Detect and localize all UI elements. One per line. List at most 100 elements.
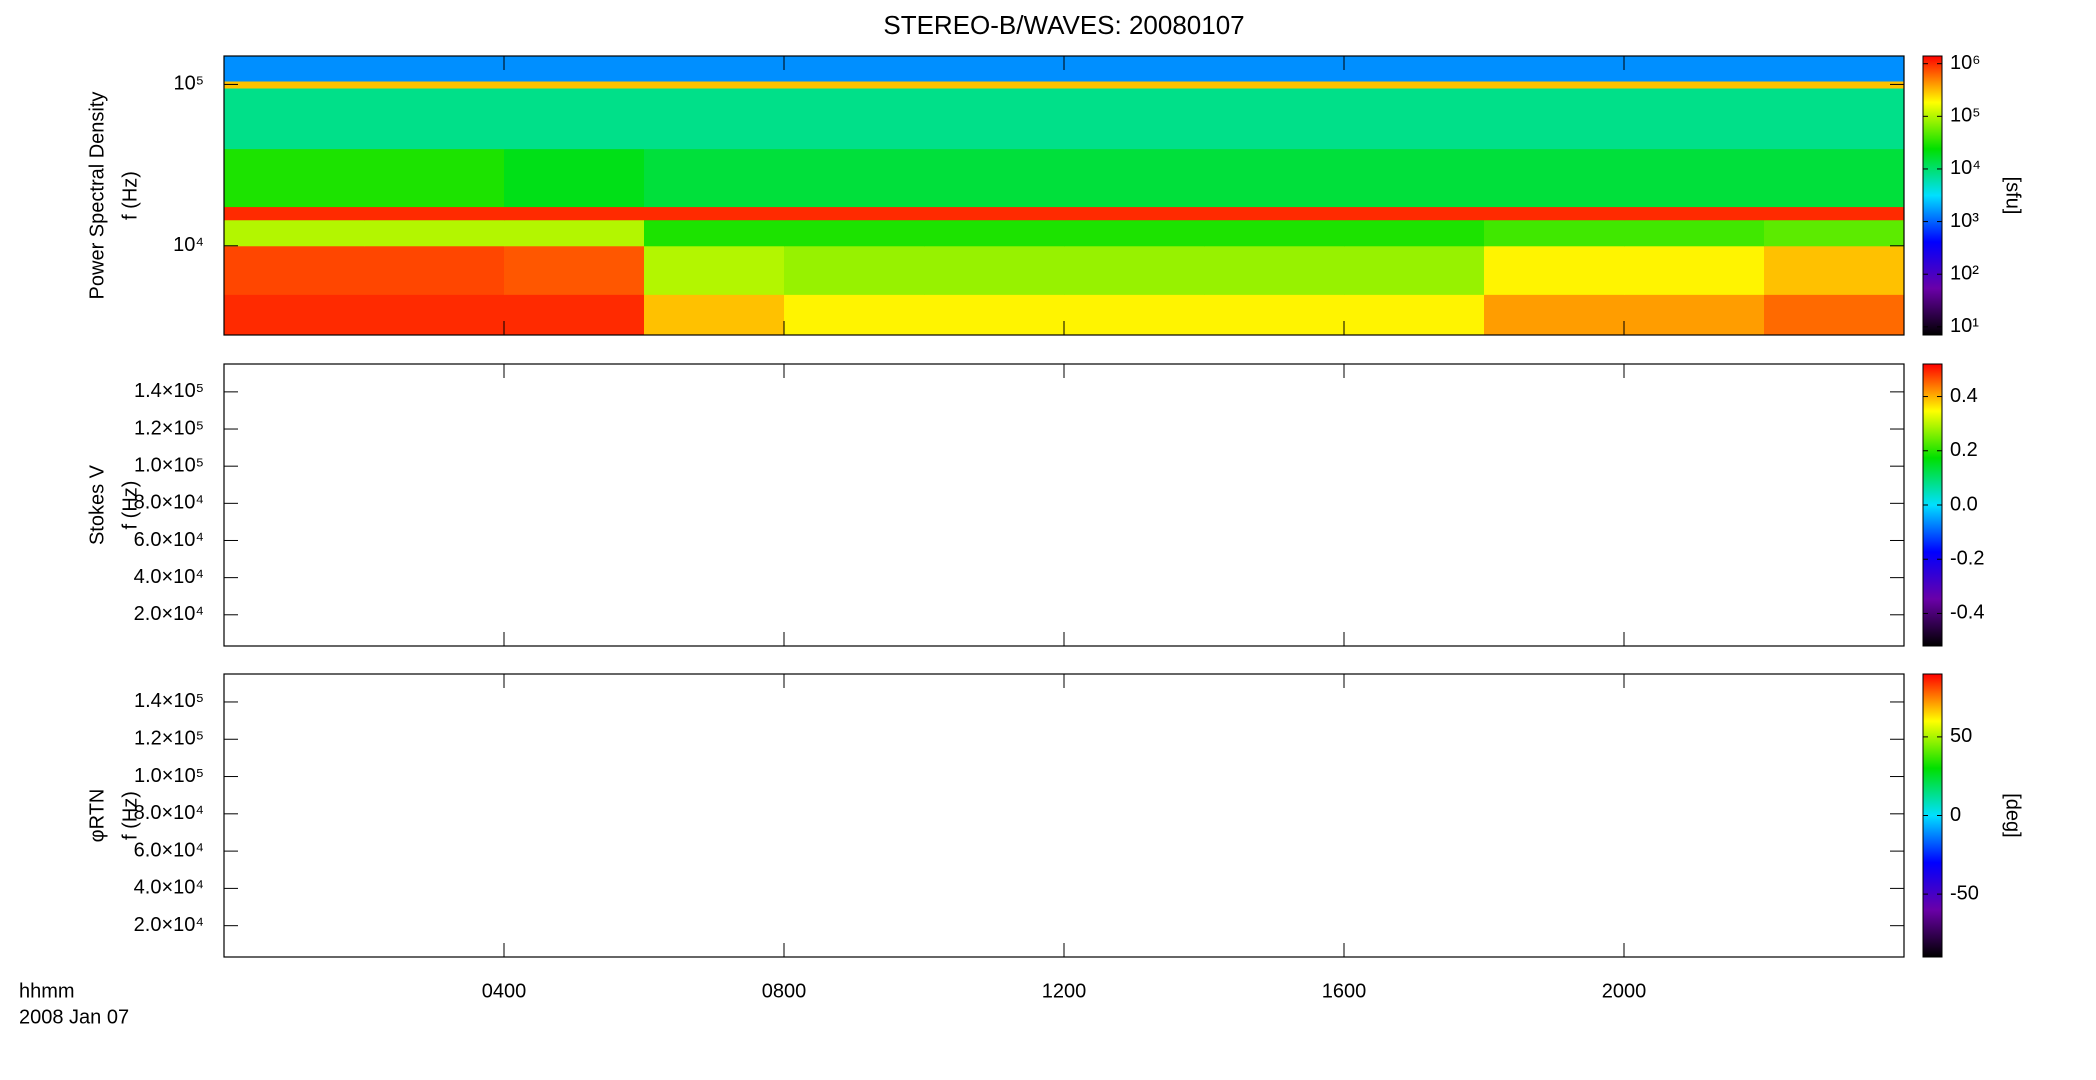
spectrogram-cell bbox=[1484, 80, 1625, 89]
spectrogram-cell bbox=[1204, 148, 1345, 208]
spectrogram-cell bbox=[924, 148, 1065, 208]
x-axis-label: 2008 Jan 07 bbox=[19, 1006, 129, 1028]
y-tick-label: 2.0×10⁴ bbox=[134, 914, 204, 936]
spectrogram-cell bbox=[224, 294, 365, 336]
spectrogram-cell bbox=[924, 294, 1065, 336]
spectrogram-cell bbox=[1344, 245, 1485, 295]
colorbar-tick-label: 50 bbox=[1950, 725, 1972, 747]
y-axis-label: f (Hz) bbox=[119, 171, 141, 220]
x-tick-label: 0400 bbox=[482, 980, 527, 1002]
y-axis-label: f (Hz) bbox=[119, 481, 141, 530]
spectrogram-cell bbox=[644, 56, 785, 82]
colorbar-tick-label: -50 bbox=[1950, 882, 1979, 904]
spectrogram-cell bbox=[1204, 206, 1345, 221]
spectrogram-cell bbox=[364, 206, 505, 221]
y-tick-label: 6.0×10⁴ bbox=[134, 529, 204, 551]
colorbar-tick-label: 0 bbox=[1950, 804, 1961, 826]
spectrogram-cell bbox=[224, 245, 365, 295]
colorbar-tick-label: 0.2 bbox=[1950, 439, 1978, 461]
y-tick-label: 8.0×10⁴ bbox=[134, 802, 204, 824]
spectrogram-cell bbox=[644, 245, 785, 295]
spectrogram-cell bbox=[1624, 56, 1765, 82]
spectrogram-cell bbox=[1764, 245, 1905, 295]
colorbar bbox=[1922, 55, 1943, 336]
y-tick-label: 6.0×10⁴ bbox=[134, 839, 204, 861]
spectrogram-cell bbox=[644, 294, 785, 336]
plot-frame bbox=[223, 363, 1905, 647]
colorbar-tick-label: 0.0 bbox=[1950, 493, 1978, 515]
spectrogram-cell bbox=[784, 80, 925, 89]
spectrogram-cell bbox=[1764, 148, 1905, 208]
spectrogram-cell bbox=[924, 88, 1065, 150]
y-tick-label: 1.2×10⁵ bbox=[134, 728, 204, 750]
y-tick-label: 10⁵ bbox=[173, 73, 204, 95]
spectrogram-cell bbox=[364, 56, 505, 82]
spectrogram-cell bbox=[1624, 80, 1765, 89]
spectrogram-cell bbox=[364, 219, 505, 247]
spectrogram-cell bbox=[784, 88, 925, 150]
spectrogram-cell bbox=[1624, 148, 1765, 208]
spectrogram-cell bbox=[1764, 294, 1905, 336]
y-tick-label: 1.2×10⁵ bbox=[134, 417, 204, 439]
colorbar-tick-label: 10⁵ bbox=[1950, 105, 1981, 127]
spectrogram-cell bbox=[644, 148, 785, 208]
y-tick-label: 1.4×10⁵ bbox=[134, 690, 204, 712]
spectrogram-cell bbox=[1344, 88, 1485, 150]
spectrogram-cell bbox=[1064, 294, 1205, 336]
spectrogram-cell bbox=[364, 294, 505, 336]
spectrogram-cell bbox=[1764, 80, 1905, 89]
spectrogram-cell bbox=[504, 148, 645, 208]
spectrogram-cell bbox=[1624, 206, 1765, 221]
spectrogram-cell bbox=[1344, 206, 1485, 221]
colorbar-tick-label: 10⁶ bbox=[1950, 52, 1980, 74]
y-axis-label: Stokes V bbox=[86, 464, 108, 545]
spectrogram-cell bbox=[1764, 219, 1905, 247]
y-axis-label: φRTN bbox=[86, 789, 108, 843]
spectrogram-cell bbox=[1484, 219, 1625, 247]
spectrogram-cell bbox=[504, 80, 645, 89]
spectrogram-cell bbox=[1064, 56, 1205, 82]
y-tick-label: 4.0×10⁴ bbox=[134, 566, 204, 588]
spectrogram-cell bbox=[644, 219, 785, 247]
spectrogram-cell bbox=[1344, 219, 1485, 247]
spectrogram-cell bbox=[784, 148, 925, 208]
spectrogram-cell bbox=[364, 88, 505, 150]
spectrogram-cell bbox=[224, 219, 365, 247]
spectrogram-cell bbox=[504, 206, 645, 221]
spectrogram-cell bbox=[224, 148, 365, 208]
y-tick-label: 1.4×10⁵ bbox=[134, 380, 204, 402]
spectrogram-cell bbox=[784, 245, 925, 295]
spectrogram-cell bbox=[924, 245, 1065, 295]
spectrogram-cell bbox=[1064, 245, 1205, 295]
spectrogram-cell bbox=[504, 56, 645, 82]
y-tick-label: 4.0×10⁴ bbox=[134, 877, 204, 899]
spectrogram-cell bbox=[1204, 56, 1345, 82]
spectrogram-cell bbox=[644, 88, 785, 150]
spectrogram-cell bbox=[924, 206, 1065, 221]
y-tick-label: 10⁴ bbox=[173, 234, 204, 256]
colorbar-tick-label: 10⁴ bbox=[1950, 157, 1981, 179]
colorbar-tick-label: 10² bbox=[1950, 262, 1979, 284]
spectrogram-cell bbox=[1064, 148, 1205, 208]
spectrogram-cell bbox=[644, 80, 785, 89]
spectrogram-cell bbox=[1764, 88, 1905, 150]
spectrogram-cell bbox=[1484, 148, 1625, 208]
spectrogram-cell bbox=[924, 56, 1065, 82]
spectrogram-cell bbox=[924, 219, 1065, 247]
spectrogram-cell bbox=[1204, 88, 1345, 150]
spectrogram-cell bbox=[1624, 294, 1765, 336]
x-tick-label: 1600 bbox=[1322, 980, 1367, 1002]
chart-title: STEREO-B/WAVES: 20080107 bbox=[883, 10, 1244, 40]
spectrogram-cell bbox=[224, 206, 365, 221]
colorbar-tick-label: 0.4 bbox=[1950, 385, 1978, 407]
spectrogram-cell bbox=[1064, 80, 1205, 89]
spectrogram-cell bbox=[1064, 219, 1205, 247]
spectrogram-cell bbox=[1204, 219, 1345, 247]
colorbar-tick-label: 10¹ bbox=[1950, 315, 1979, 337]
spectrogram-cell bbox=[224, 56, 365, 82]
y-tick-label: 1.0×10⁵ bbox=[134, 454, 204, 476]
spectrogram-cell bbox=[224, 88, 365, 150]
spectrogram-cell bbox=[364, 80, 505, 89]
x-axis-label: hhmm bbox=[19, 980, 75, 1002]
